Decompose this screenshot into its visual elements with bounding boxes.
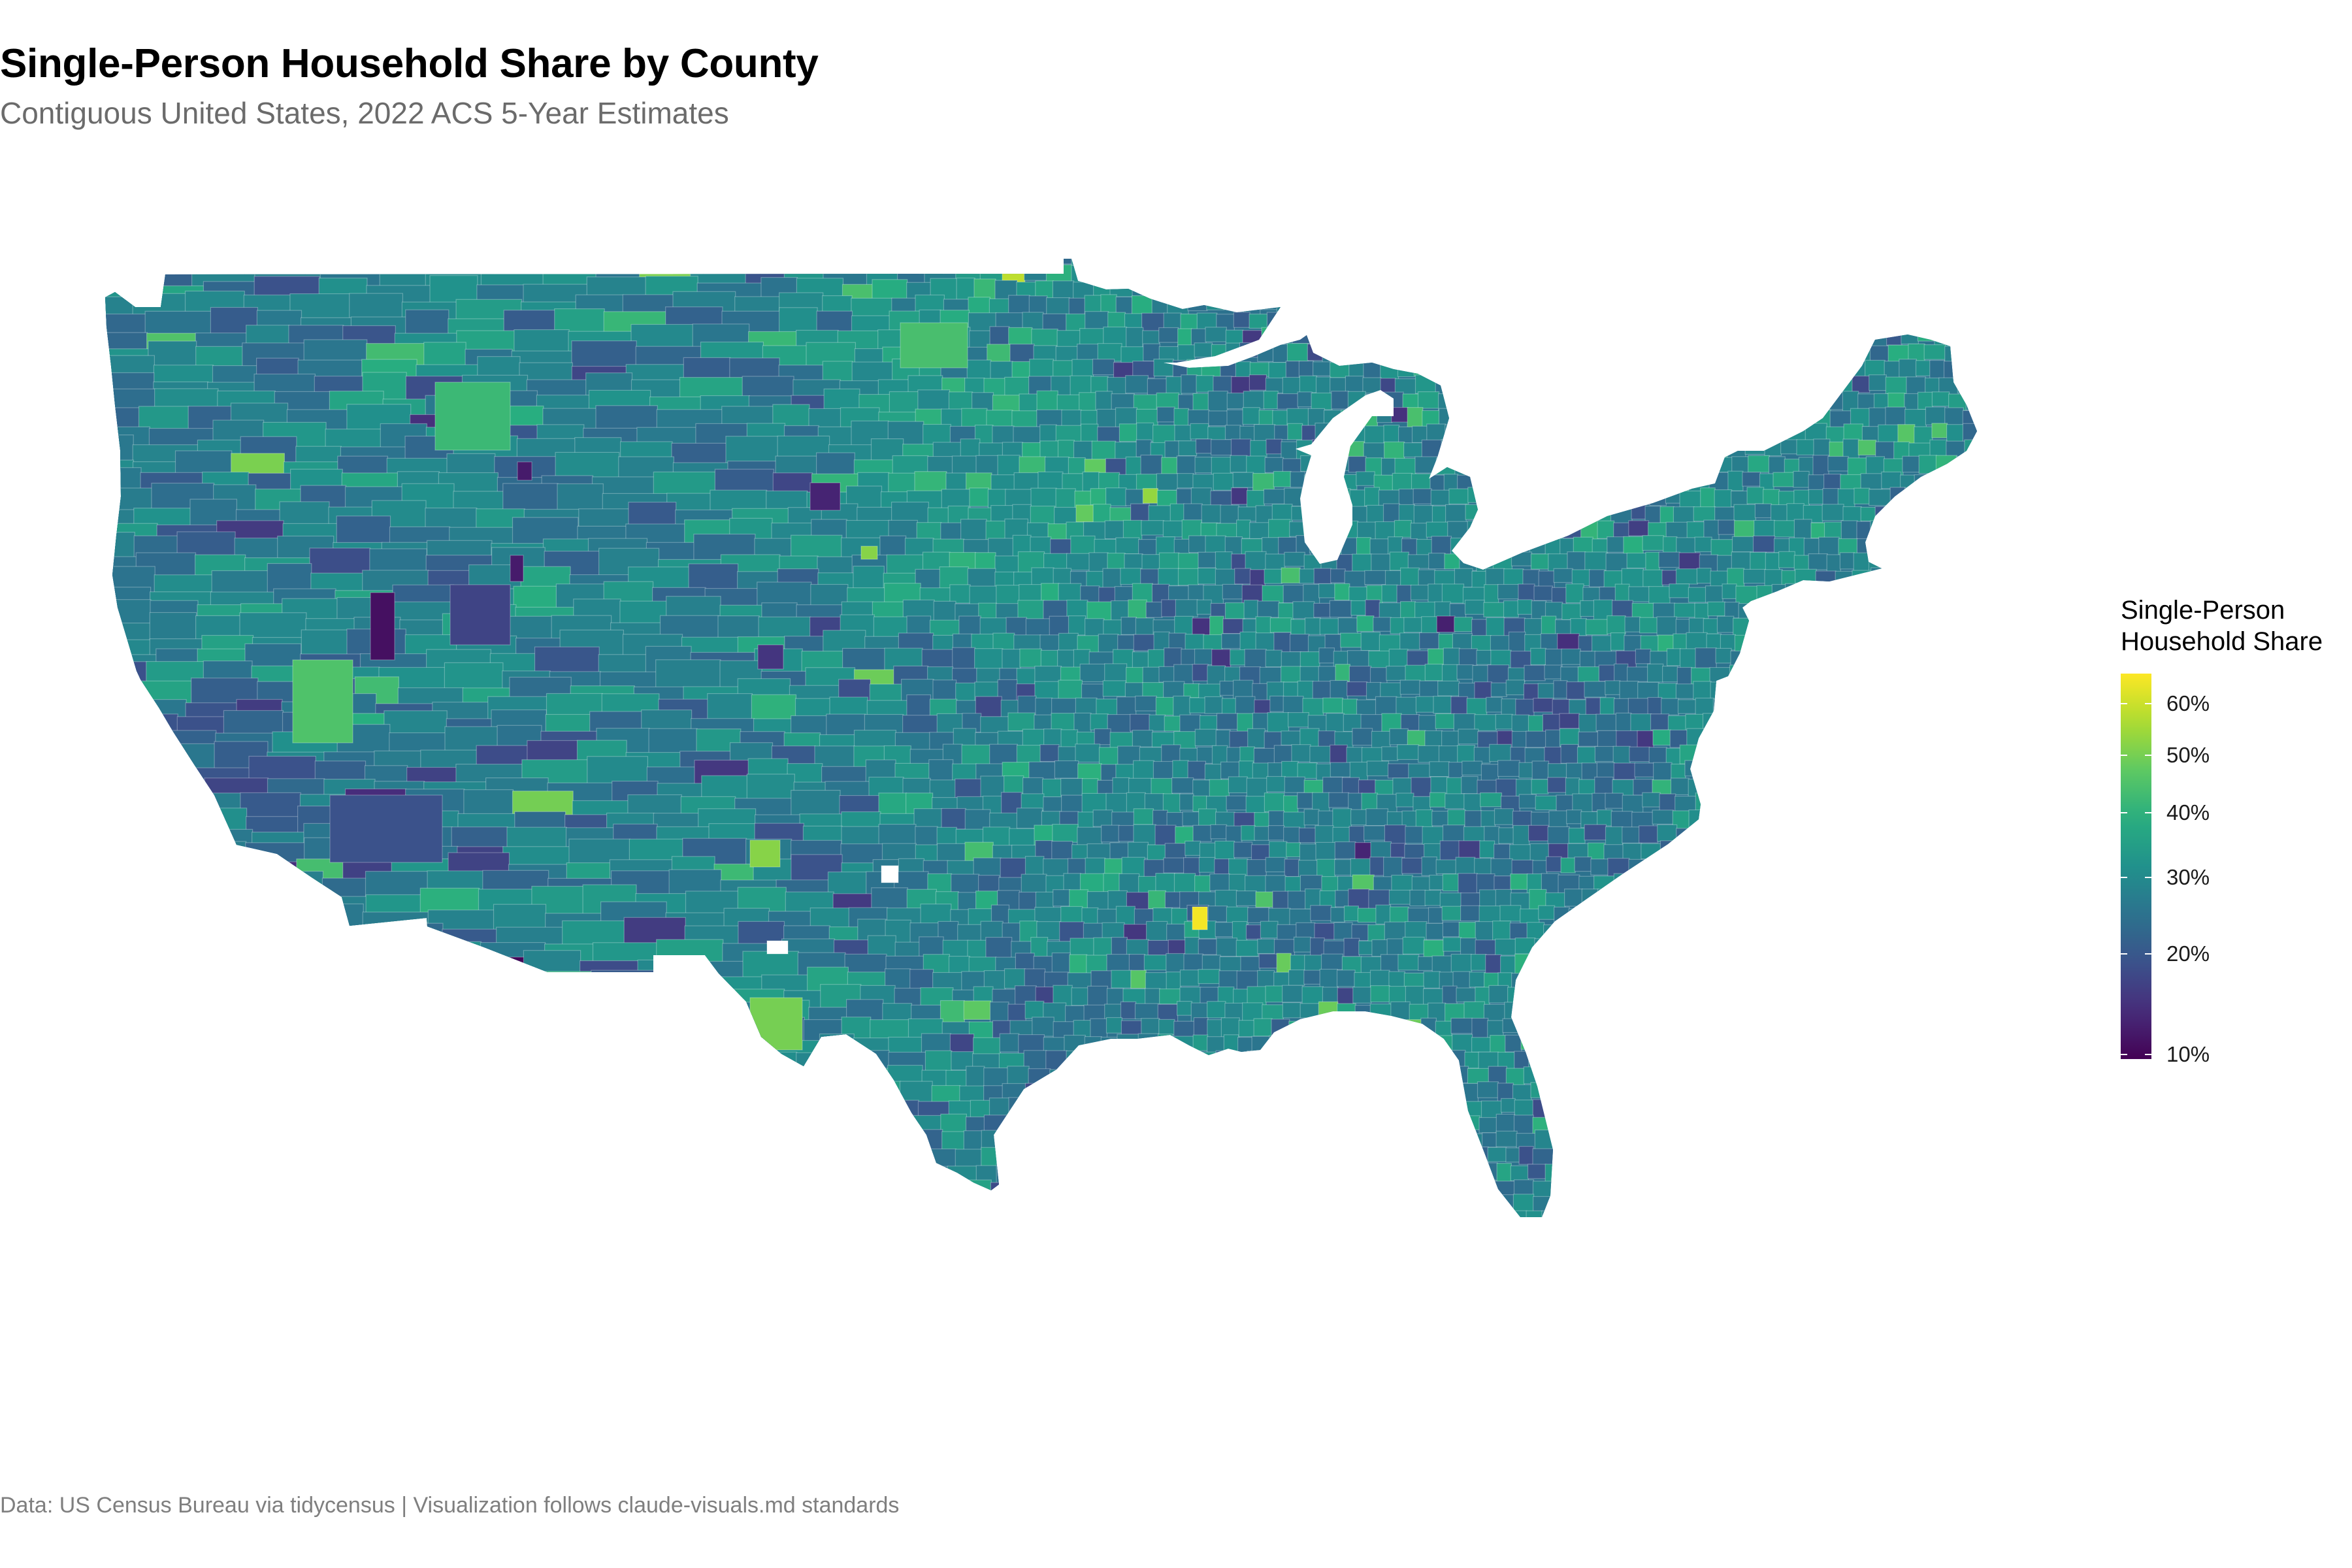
notable-county <box>1192 906 1208 930</box>
notable-county <box>434 382 511 451</box>
legend-tick-mark <box>2121 876 2127 878</box>
legend-tick-mark <box>2121 755 2127 757</box>
notable-county <box>292 659 353 743</box>
great-lakes-water <box>1296 390 1394 564</box>
missing-county <box>766 940 789 955</box>
chart-subtitle: Contiguous United States, 2022 ACS 5-Yea… <box>0 96 729 130</box>
notable-county <box>860 546 878 560</box>
legend-title: Single-Person Household Share <box>2121 595 2323 657</box>
notable-county <box>749 997 803 1051</box>
notable-county <box>329 794 443 863</box>
legend-colorbar <box>2121 674 2151 1059</box>
legend-tick-label: 50% <box>2166 743 2210 768</box>
legend-tick-label: 60% <box>2166 691 2210 716</box>
chart-title: Single-Person Household Share by County <box>0 41 819 86</box>
data-source-caption: Data: US Census Bureau via tidycensus | … <box>0 1493 900 1518</box>
legend-title-line-2: Household Share <box>2121 627 2323 656</box>
notable-county <box>370 592 395 661</box>
missing-county <box>881 865 899 883</box>
lake-michigan <box>1296 390 1394 564</box>
legend-tick-label: 20% <box>2166 941 2210 966</box>
legend-tick-mark <box>2121 1053 2127 1055</box>
legend-tick-mark <box>2145 755 2151 757</box>
legend-tick-mark <box>2121 953 2127 955</box>
notable-county <box>900 322 968 368</box>
legend-tick-mark <box>2145 953 2151 955</box>
notable-county <box>517 461 532 481</box>
legend-tick-mark <box>2145 876 2151 878</box>
legend-title-line-1: Single-Person <box>2121 596 2285 625</box>
color-legend: Single-Person Household Share 60% 50% 40% 3… <box>2121 595 2352 1078</box>
notable-county <box>757 644 784 670</box>
legend-tick-mark <box>2145 811 2151 813</box>
legend-tick-label: 10% <box>2166 1041 2210 1066</box>
notable-county <box>449 584 511 645</box>
notable-county <box>809 482 841 511</box>
legend-tick-label: 30% <box>2166 864 2210 889</box>
legend-tick-label: 40% <box>2166 800 2210 825</box>
notable-county <box>510 555 524 582</box>
legend-tick-mark <box>2145 703 2151 705</box>
legend-tick-mark <box>2121 703 2127 705</box>
notable-county <box>749 840 781 868</box>
legend-tick-mark <box>2121 811 2127 813</box>
legend-tick-mark <box>2145 1053 2151 1055</box>
